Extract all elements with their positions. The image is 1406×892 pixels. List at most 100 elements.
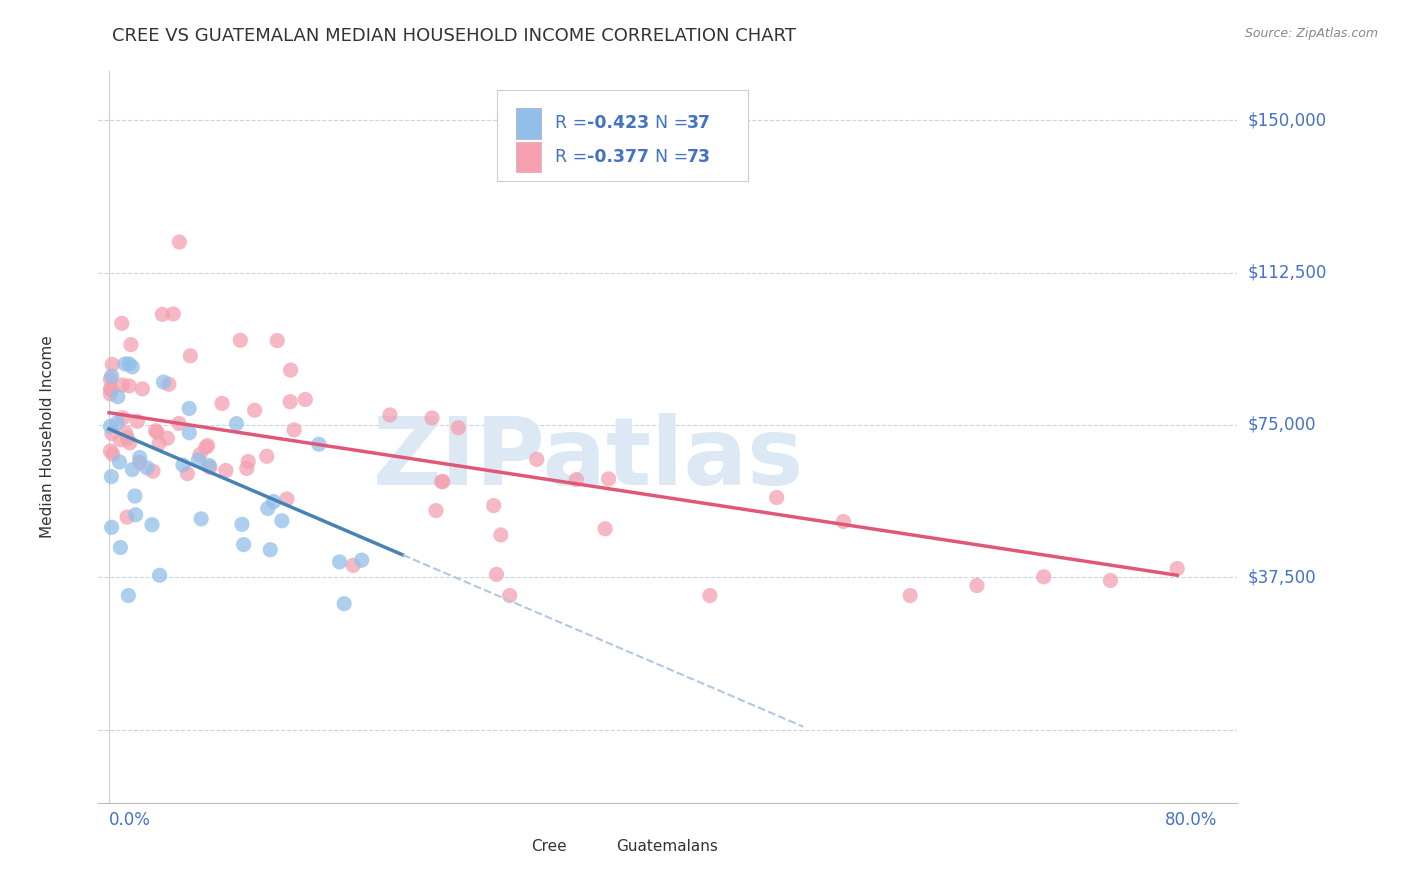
Point (179, 425, 201, 440)
Point (128, 455, 150, 469)
Point (187, 453, 209, 467)
Point (420, 411, 443, 425)
Point (100, 382, 122, 396)
Point (238, 454, 260, 468)
FancyBboxPatch shape (588, 834, 612, 860)
Text: -0.377: -0.377 (586, 148, 650, 166)
FancyBboxPatch shape (498, 90, 748, 181)
Point (350, 553, 373, 567)
Point (172, 458, 194, 472)
Point (294, 392, 316, 407)
Point (136, 460, 159, 475)
Point (179, 349, 201, 363)
Point (146, 425, 169, 440)
Point (162, 307, 184, 321)
Point (259, 542, 281, 557)
Text: R =: R = (555, 114, 593, 132)
Point (283, 423, 305, 437)
Point (526, 452, 548, 467)
Text: 80.0%: 80.0% (1166, 811, 1218, 829)
Point (333, 597, 356, 611)
Text: 0.0%: 0.0% (110, 811, 150, 829)
Point (124, 508, 146, 522)
Point (425, 503, 447, 517)
Point (107, 390, 129, 404)
FancyBboxPatch shape (516, 108, 541, 138)
Point (156, 431, 179, 445)
Point (127, 414, 149, 428)
Point (179, 401, 201, 416)
Point (190, 512, 212, 526)
Point (432, 475, 454, 489)
Point (149, 568, 172, 582)
Point (101, 426, 124, 441)
FancyBboxPatch shape (516, 142, 541, 172)
Point (278, 394, 301, 409)
Point (231, 517, 253, 532)
Point (1032, 570, 1054, 584)
Point (565, 473, 588, 487)
Point (105, 416, 128, 430)
Point (110, 541, 132, 555)
Point (118, 357, 141, 371)
Text: Median Household Income: Median Household Income (39, 335, 55, 539)
Point (898, 589, 921, 603)
Point (100, 520, 122, 534)
Point (765, 491, 787, 505)
Point (225, 417, 247, 431)
Point (118, 436, 141, 450)
Point (117, 431, 139, 445)
Text: ZIPatlas: ZIPatlas (373, 413, 804, 505)
Text: $37,500: $37,500 (1249, 568, 1316, 586)
Point (101, 358, 124, 372)
Point (100, 419, 122, 434)
Point (328, 555, 350, 569)
Point (229, 333, 252, 347)
Point (101, 447, 124, 461)
Point (256, 449, 278, 463)
Point (308, 437, 330, 451)
Point (378, 408, 401, 422)
Point (120, 337, 142, 351)
Point (215, 463, 238, 477)
Point (118, 379, 141, 393)
Point (100, 444, 122, 458)
Point (256, 501, 278, 516)
Text: -0.423: -0.423 (586, 114, 650, 132)
Point (482, 499, 505, 513)
Point (263, 494, 285, 508)
Point (111, 378, 134, 392)
Text: 73: 73 (688, 148, 711, 166)
Point (121, 359, 143, 374)
Text: Cree: Cree (531, 839, 567, 855)
Point (100, 369, 122, 384)
Point (167, 417, 190, 431)
Point (1166, 561, 1188, 575)
Point (150, 307, 173, 321)
Text: $112,500: $112,500 (1249, 263, 1327, 282)
Point (117, 589, 139, 603)
Point (243, 403, 266, 417)
Point (280, 363, 302, 377)
Point (198, 458, 221, 473)
Point (169, 235, 191, 249)
Point (211, 396, 233, 410)
Point (593, 522, 616, 536)
Point (100, 382, 122, 396)
Point (100, 372, 122, 386)
Point (114, 357, 136, 371)
Point (276, 491, 298, 506)
Point (197, 439, 219, 453)
Point (832, 515, 855, 529)
Point (141, 517, 163, 532)
Point (342, 558, 364, 573)
Point (152, 375, 174, 389)
Text: 37: 37 (688, 114, 711, 132)
Point (236, 461, 259, 475)
Point (498, 589, 520, 603)
Point (108, 455, 131, 469)
Text: N =: N = (655, 148, 695, 166)
Point (110, 433, 132, 447)
Point (430, 475, 453, 489)
Point (271, 514, 294, 528)
